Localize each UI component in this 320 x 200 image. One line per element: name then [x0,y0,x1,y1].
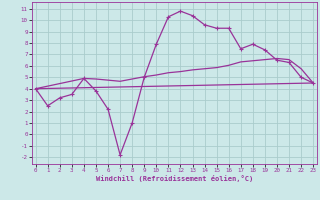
X-axis label: Windchill (Refroidissement éolien,°C): Windchill (Refroidissement éolien,°C) [96,175,253,182]
